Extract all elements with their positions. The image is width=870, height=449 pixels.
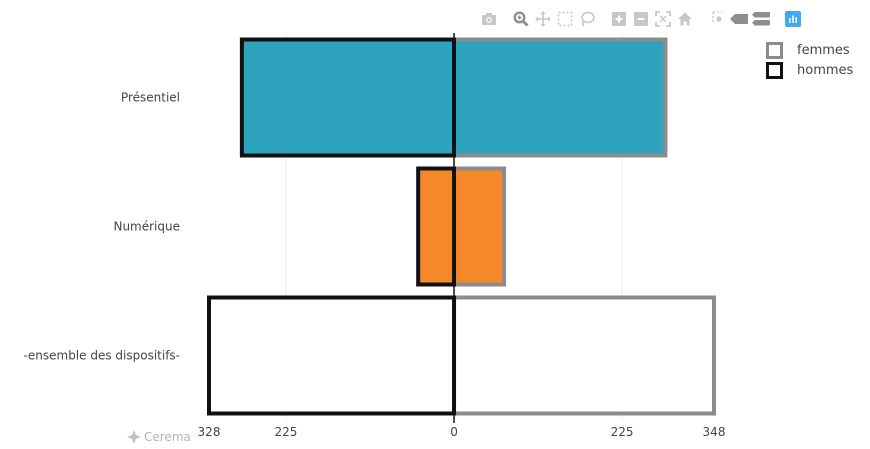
bar-femmes-presentiel: [452, 37, 668, 158]
x-tick-label: 328: [198, 425, 221, 439]
legend-swatch-hommes: [766, 61, 783, 79]
legend-label-femmes: femmes: [797, 42, 850, 58]
legend-swatch-femmes: [766, 41, 783, 59]
cerema-logo: Cerema: [127, 430, 191, 444]
box-select-icon[interactable]: [554, 8, 576, 30]
modebar: [478, 8, 804, 30]
zoom-out-icon[interactable]: [630, 8, 652, 30]
legend-label-hommes: hommes: [797, 62, 854, 78]
pan-icon[interactable]: [532, 8, 554, 30]
cerema-logo-icon: [127, 430, 141, 444]
hover-compare-icon[interactable]: [750, 8, 772, 30]
bar-hommes-ensemble-des-dispositifs: [207, 295, 457, 416]
legend: femmes hommes: [766, 40, 853, 80]
bar-femmes-numerique: [452, 166, 507, 287]
category-label-presentiel: Présentiel: [121, 91, 180, 105]
bar-hommes-presentiel: [239, 37, 457, 158]
x-tick-label: 225: [611, 425, 634, 439]
spike-lines-icon[interactable]: [706, 8, 728, 30]
category-label-ensemble-des-dispositifs: -ensemble des dispositifs-: [24, 349, 180, 363]
lasso-icon[interactable]: [576, 8, 598, 30]
x-tick-label: 225: [274, 425, 297, 439]
zoom-in-icon[interactable]: [608, 8, 630, 30]
x-tick-label: 348: [703, 425, 726, 439]
zoom-icon[interactable]: [510, 8, 532, 30]
legend-item-hommes[interactable]: hommes: [766, 60, 853, 80]
reset-axes-icon[interactable]: [674, 8, 696, 30]
hover-closest-icon[interactable]: [728, 8, 750, 30]
plotly-logo-icon[interactable]: [782, 8, 804, 30]
cerema-logo-text: Cerema: [144, 430, 191, 444]
category-label-numerique: Numérique: [113, 220, 180, 234]
bar-hommes-numerique: [416, 166, 457, 287]
x-tick-label: 0: [450, 425, 458, 439]
camera-icon[interactable]: [478, 8, 500, 30]
autoscale-icon[interactable]: [652, 8, 674, 30]
legend-item-femmes[interactable]: femmes: [766, 40, 853, 60]
bar-femmes-ensemble-des-dispositifs: [452, 295, 716, 416]
